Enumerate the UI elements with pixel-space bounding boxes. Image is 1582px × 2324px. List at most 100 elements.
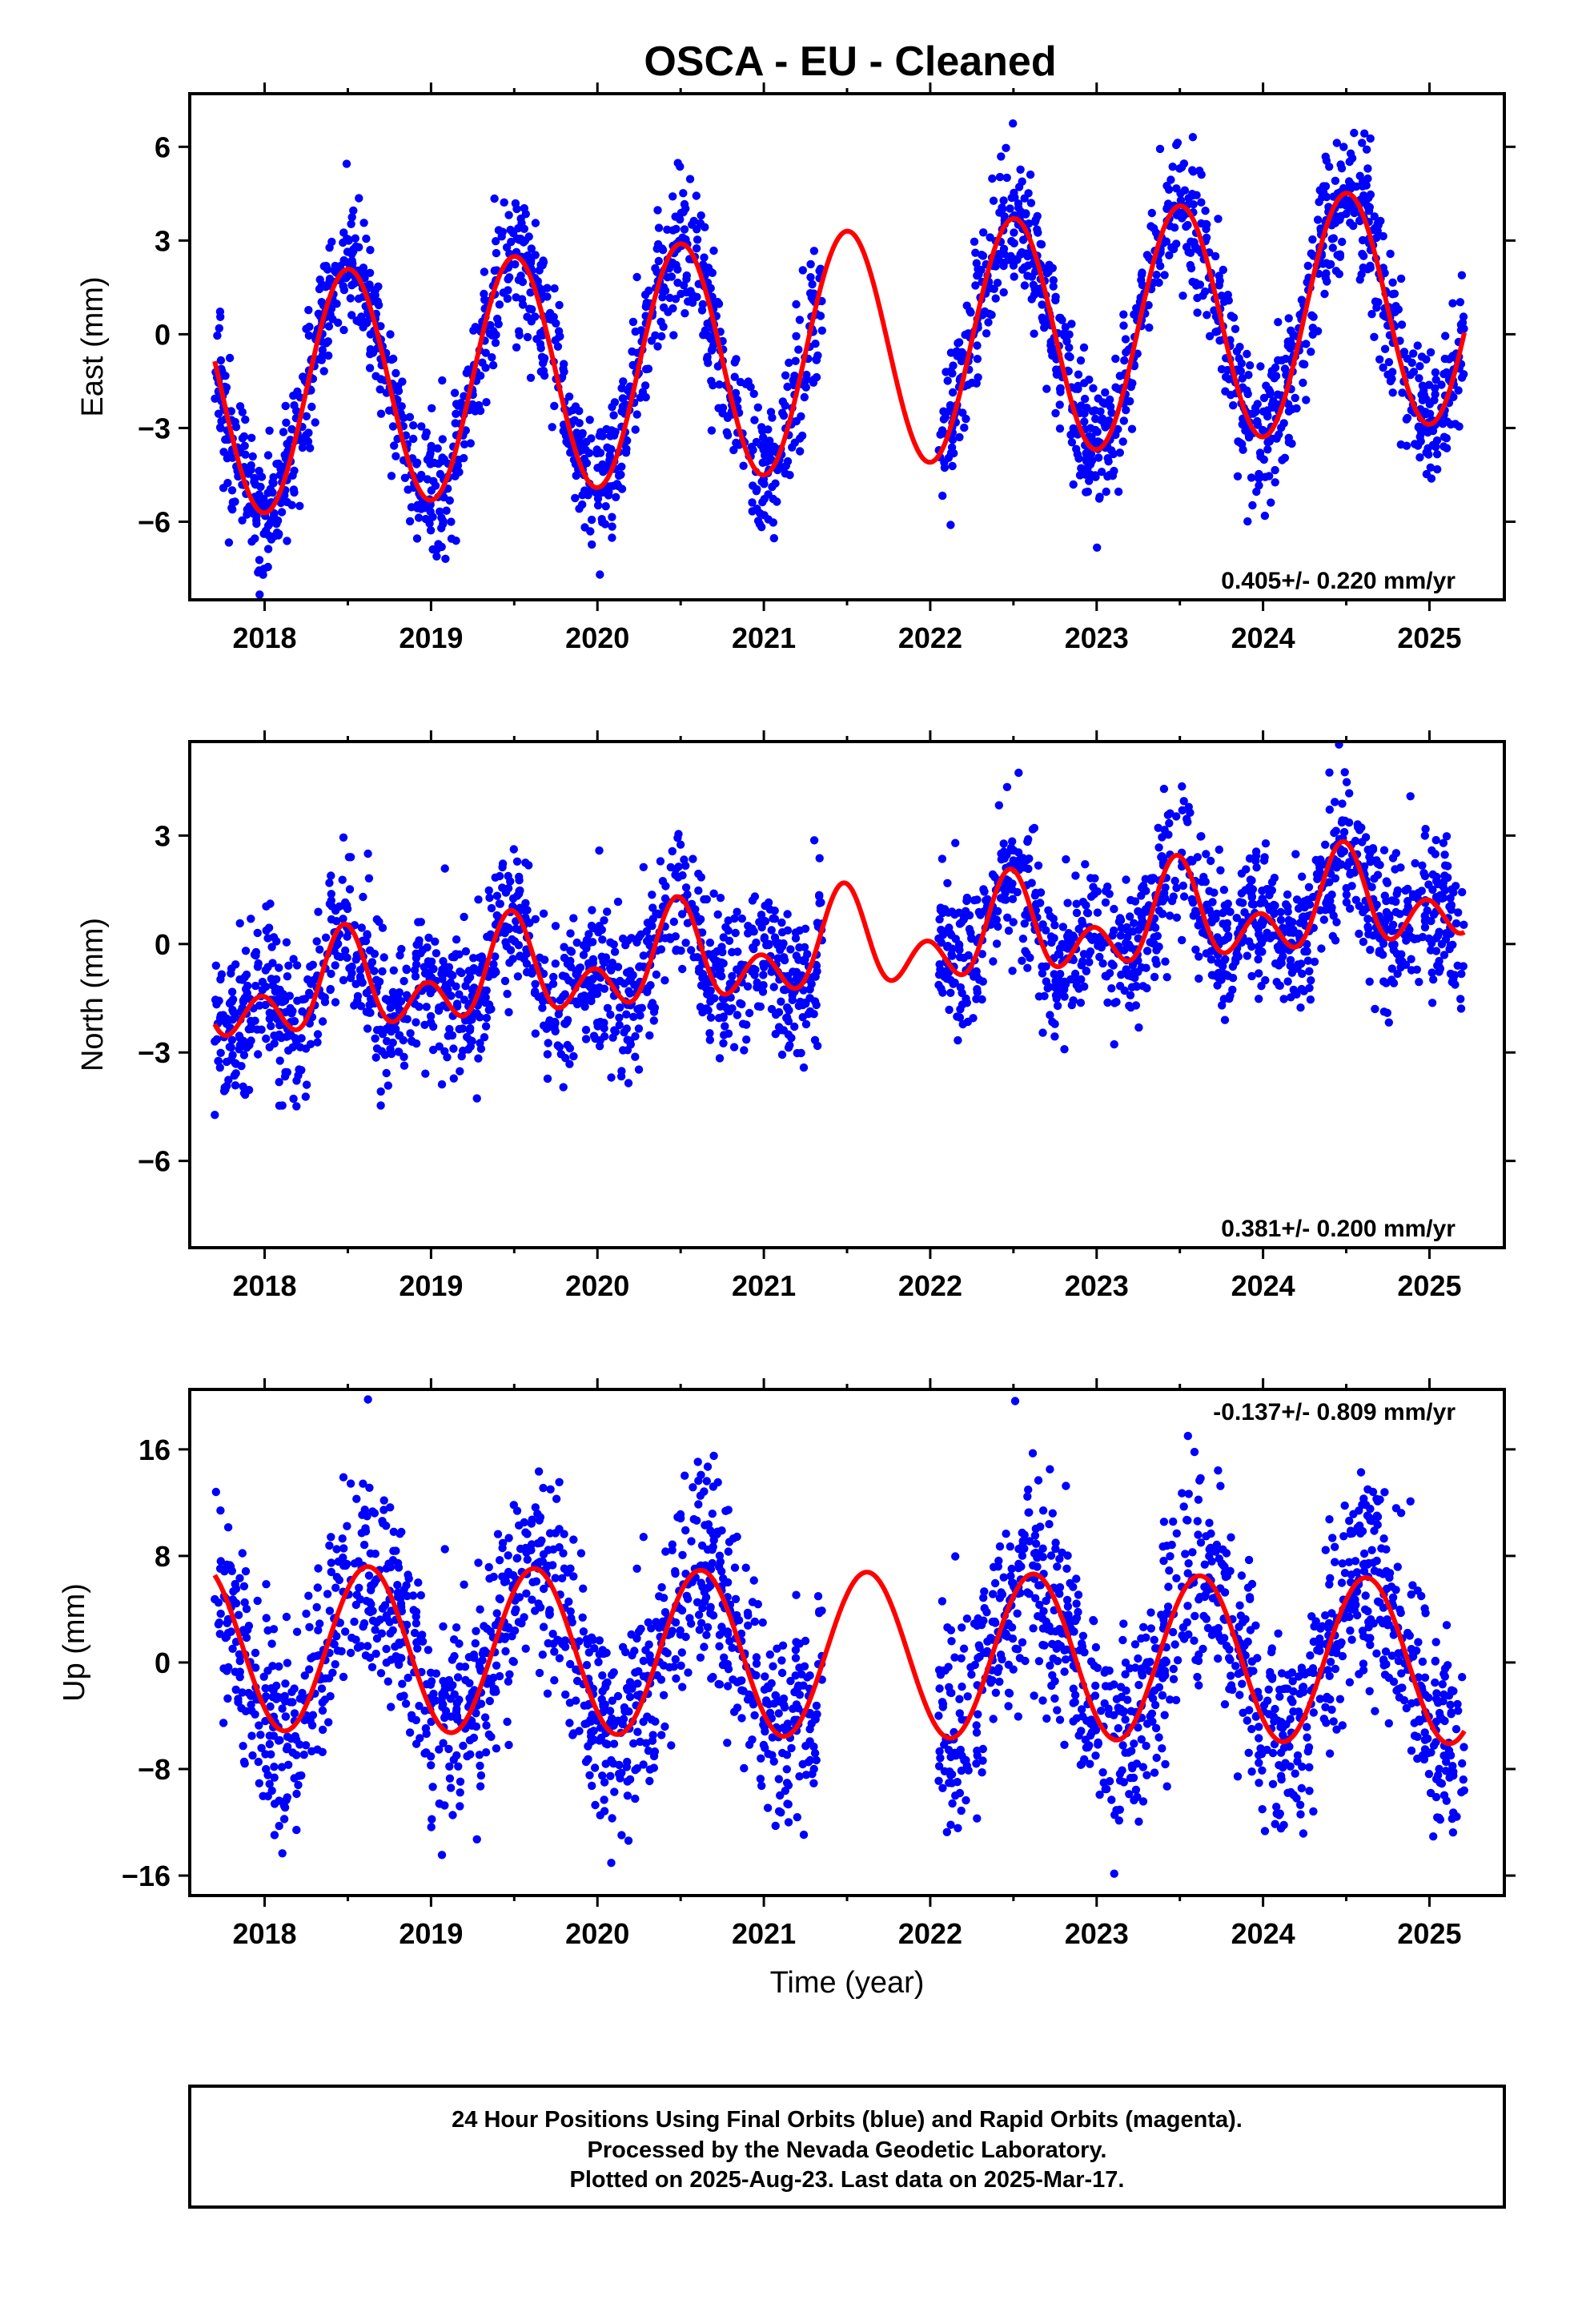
east-data-point	[1372, 233, 1381, 243]
north-data-point	[1195, 974, 1203, 983]
north-data-point	[652, 970, 661, 979]
north-data-point	[1228, 962, 1238, 971]
north-data-point	[1258, 895, 1267, 903]
north-data-point	[258, 985, 267, 995]
north-data-point	[292, 1102, 301, 1111]
east-data-point	[1355, 216, 1364, 225]
east-data-point	[1246, 361, 1255, 370]
north-data-point	[709, 889, 718, 899]
north-data-point	[729, 1043, 739, 1051]
east-data-point	[445, 496, 454, 505]
north-data-point	[777, 918, 786, 927]
east-data-point	[1439, 442, 1448, 451]
east-data-point	[692, 191, 701, 200]
east-data-point	[1103, 454, 1112, 463]
east-data-point	[1026, 170, 1035, 179]
east-data-point	[1415, 362, 1424, 371]
north-data-point	[1101, 971, 1110, 980]
north-data-point	[239, 996, 248, 1005]
east-data-point	[1346, 203, 1355, 212]
east-data-point	[216, 312, 225, 321]
north-data-point	[1255, 969, 1263, 978]
east-data-point	[1358, 139, 1367, 147]
north-data-point	[607, 966, 616, 975]
east-data-point	[1253, 420, 1263, 429]
east-data-point	[1042, 384, 1051, 393]
east-data-point	[947, 443, 957, 452]
east-data-point	[1023, 251, 1032, 261]
north-data-point	[1268, 905, 1278, 915]
north-data-point	[1275, 945, 1283, 955]
east-data-point	[295, 501, 304, 510]
east-data-point	[548, 423, 556, 432]
north-data-point	[730, 914, 739, 923]
east-data-point	[476, 406, 485, 416]
north-data-point	[1338, 816, 1347, 825]
north-data-point	[327, 871, 335, 880]
east-data-point	[1363, 164, 1372, 173]
north-data-point	[728, 971, 737, 981]
north-data-point	[1126, 1003, 1135, 1012]
north-data-point	[531, 979, 540, 989]
north-data-point	[446, 970, 456, 979]
north-data-point	[1058, 923, 1068, 931]
east-data-point	[761, 457, 771, 466]
north-data-point	[1260, 853, 1269, 862]
east-data-point	[973, 355, 982, 364]
north-data-point	[1046, 911, 1055, 921]
up-data-point	[631, 1668, 640, 1677]
north-data-point	[1307, 976, 1315, 985]
east-data-point	[388, 422, 398, 431]
north-data-point	[301, 1092, 310, 1101]
north-data-point	[315, 945, 324, 954]
east-data-point	[709, 341, 718, 350]
up-data-point	[332, 1545, 341, 1554]
north-ylabel: North (mm)	[76, 918, 110, 1072]
up-data-point	[737, 1714, 746, 1723]
north-data-point	[1004, 927, 1014, 935]
north-data-point	[388, 1038, 397, 1047]
north-data-point	[648, 903, 657, 912]
north-data-point	[937, 925, 946, 935]
north-data-point	[1255, 995, 1263, 1003]
east-data-point	[1038, 300, 1046, 309]
east-data-point	[1126, 396, 1134, 406]
east-data-point	[375, 385, 384, 394]
north-data-point	[1024, 864, 1033, 874]
north-data-point	[503, 989, 512, 999]
north-data-point	[387, 1049, 396, 1059]
east-data-point	[412, 534, 422, 543]
east-data-point	[1322, 192, 1331, 202]
north-data-point	[363, 1024, 372, 1033]
north-data-point	[445, 1024, 454, 1034]
east-data-point	[1172, 184, 1181, 193]
north-data-point	[677, 910, 687, 919]
north-data-point	[1023, 837, 1032, 846]
north-data-point	[1428, 885, 1437, 895]
east-data-point	[1388, 290, 1397, 299]
north-data-point	[1158, 833, 1166, 842]
north-x-tick-label: 2018	[232, 1269, 296, 1302]
north-data-point	[1050, 970, 1058, 979]
east-data-point	[531, 312, 540, 321]
east-data-point	[225, 353, 235, 363]
north-data-point	[275, 1056, 284, 1065]
east-data-point	[1037, 240, 1046, 249]
east-data-point	[946, 521, 955, 529]
east-data-point	[795, 434, 805, 443]
east-data-point	[1002, 173, 1011, 183]
north-data-point	[439, 957, 448, 966]
east-data-point	[954, 339, 962, 348]
north-data-point	[1257, 982, 1266, 991]
east-data-point	[1302, 396, 1311, 404]
north-data-point	[1286, 955, 1295, 965]
north-data-point	[397, 944, 406, 954]
north-data-point	[1089, 883, 1098, 891]
east-data-point	[1238, 374, 1247, 383]
north-data-point	[480, 1033, 489, 1042]
north-data-point	[1054, 950, 1063, 959]
north-data-point	[371, 1034, 379, 1043]
east-data-point	[282, 418, 291, 427]
north-data-point	[1198, 928, 1207, 937]
north-data-point	[1287, 993, 1295, 1002]
